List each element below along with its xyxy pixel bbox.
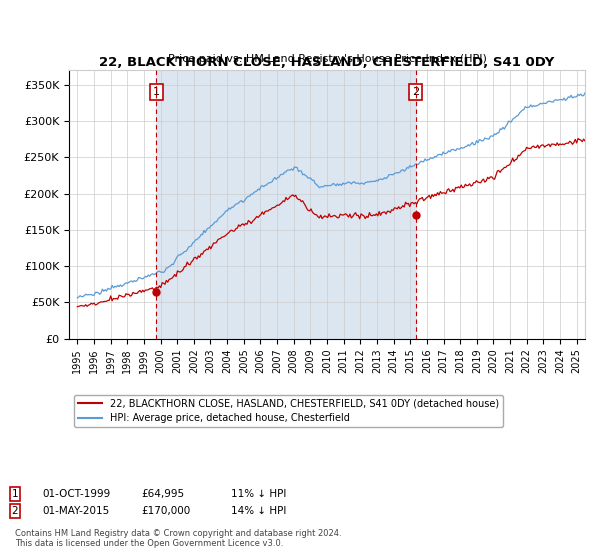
Text: 2: 2: [11, 506, 19, 516]
Text: 14% ↓ HPI: 14% ↓ HPI: [231, 506, 286, 516]
Text: This data is licensed under the Open Government Licence v3.0.: This data is licensed under the Open Gov…: [15, 539, 283, 548]
Text: 01-OCT-1999: 01-OCT-1999: [42, 489, 110, 499]
Text: Price paid vs. HM Land Registry's House Price Index (HPI): Price paid vs. HM Land Registry's House …: [167, 54, 487, 64]
Text: £64,995: £64,995: [141, 489, 184, 499]
Title: 22, BLACKTHORN CLOSE, HASLAND, CHESTERFIELD, S41 0DY: 22, BLACKTHORN CLOSE, HASLAND, CHESTERFI…: [100, 56, 554, 69]
Text: 11% ↓ HPI: 11% ↓ HPI: [231, 489, 286, 499]
Text: 1: 1: [153, 87, 160, 97]
Text: 1: 1: [11, 489, 19, 499]
Bar: [157, 70, 416, 339]
Text: £170,000: £170,000: [141, 506, 190, 516]
Text: 2: 2: [412, 87, 419, 97]
Text: 01-MAY-2015: 01-MAY-2015: [42, 506, 109, 516]
Legend: 22, BLACKTHORN CLOSE, HASLAND, CHESTERFIELD, S41 0DY (detached house), HPI: Aver: 22, BLACKTHORN CLOSE, HASLAND, CHESTERFI…: [74, 395, 503, 427]
Text: Contains HM Land Registry data © Crown copyright and database right 2024.: Contains HM Land Registry data © Crown c…: [15, 529, 341, 538]
